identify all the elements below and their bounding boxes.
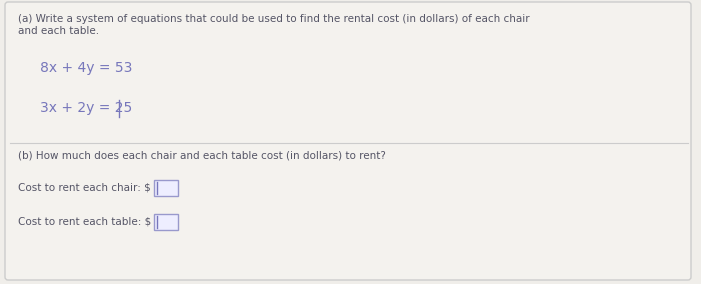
Text: 3x + 2y = 25: 3x + 2y = 25 [40,101,132,115]
Text: Cost to rent each chair: $: Cost to rent each chair: $ [18,183,151,193]
Text: 8x + 4y = 53: 8x + 4y = 53 [40,61,132,75]
Text: Cost to rent each table: $: Cost to rent each table: $ [18,217,151,227]
Text: (b) How much does each chair and each table cost (in dollars) to rent?: (b) How much does each chair and each ta… [18,150,386,160]
Text: (a) Write a system of equations that could be used to find the rental cost (in d: (a) Write a system of equations that cou… [18,14,530,36]
FancyBboxPatch shape [5,2,691,280]
Bar [154,214,178,230]
Bar [154,180,178,196]
